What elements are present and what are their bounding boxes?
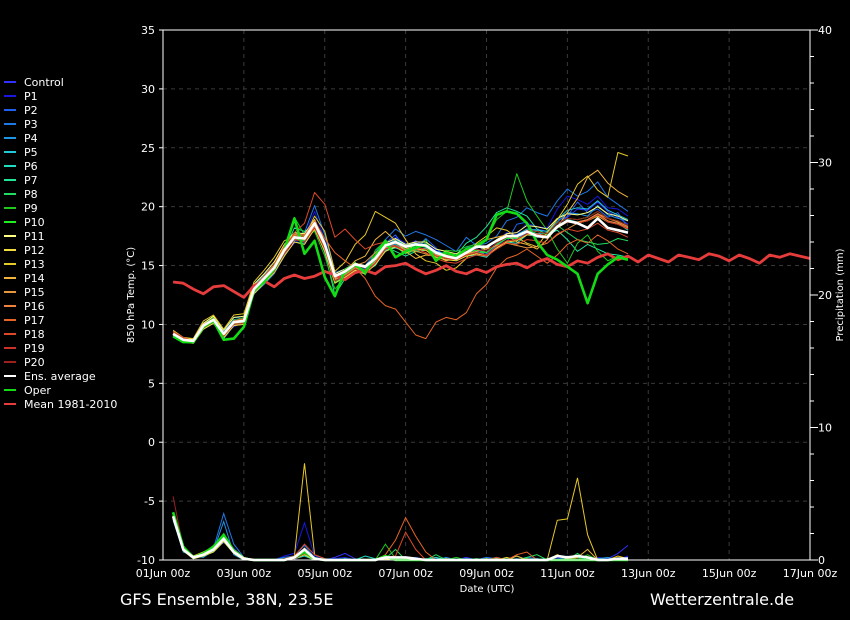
x-tick-label: 11Jun 00z <box>540 567 595 580</box>
chart-title: Athens (GR) 850 hPa Temp. & Precipitatio… <box>159 3 712 22</box>
x-axis-label: Date (UTC) <box>460 584 515 595</box>
y-right-tick-label: 40 <box>818 24 832 37</box>
legend-label-p12: P12 <box>24 244 45 257</box>
y-right-tick-label: 30 <box>818 157 832 170</box>
legend: ControlP1P2P3P4P5P6P7P8P9P10P11P12P13P14… <box>4 76 117 411</box>
footer-brand: Wetterzentrale.de <box>650 590 794 609</box>
legend-label-p17: P17 <box>24 314 45 327</box>
y-axis-right: 40 30 20 10 0 <box>810 24 832 567</box>
y-left-tick-label: 20 <box>141 201 155 214</box>
x-tick-label: 17Jun 00z <box>783 567 838 580</box>
x-tick-label: 13Jun 00z <box>621 567 676 580</box>
y-left-tick-label: -5 <box>144 495 155 508</box>
y-right-tick-label: 10 <box>818 422 832 435</box>
y-left-tick-label: 35 <box>141 24 155 37</box>
legend-label-p7: P7 <box>24 174 38 187</box>
legend-label-ens-average: Ens. average <box>24 370 96 383</box>
legend-label-p13: P13 <box>24 258 45 271</box>
y-left-tick-label: -10 <box>137 554 155 567</box>
legend-label-p9: P9 <box>24 202 38 215</box>
legend-label-p3: P3 <box>24 118 38 131</box>
x-tick-label: 03Jun 00z <box>217 567 272 580</box>
legend-label-p20: P20 <box>24 356 45 369</box>
y-left-tick-label: 25 <box>141 142 155 155</box>
legend-label-p5: P5 <box>24 146 38 159</box>
legend-label-p8: P8 <box>24 188 38 201</box>
temp-line-mean-1981-2010 <box>172 252 811 299</box>
x-axis: 01Jun 00z 03Jun 00z 05Jun 00z 07Jun 00z 09Ju… <box>136 567 838 580</box>
x-tick-label: 05Jun 00z <box>298 567 353 580</box>
legend-label-p2: P2 <box>24 104 38 117</box>
y-left-tick-label: 15 <box>141 260 155 273</box>
y-axis-left-label: 850 hPa Temp. (°C) <box>126 247 137 343</box>
grid <box>162 29 811 561</box>
y-left-tick-label: 0 <box>148 436 155 449</box>
y-left-tick-label: 30 <box>141 83 155 96</box>
legend-label-p14: P14 <box>24 272 45 285</box>
temperature-series <box>172 152 811 344</box>
temp-line-p12 <box>172 215 629 344</box>
y-left-tick-label: 5 <box>148 377 155 390</box>
legend-label-p11: P11 <box>24 230 45 243</box>
legend-label-p15: P15 <box>24 286 45 299</box>
x-tick-label: 01Jun 00z <box>136 567 191 580</box>
x-tick-label: 15Jun 00z <box>702 567 757 580</box>
x-tick-label: 07Jun 00z <box>378 567 433 580</box>
y-axis-right-label: Precipitation (mm) <box>835 248 846 341</box>
precip-line-ens-average <box>171 515 628 562</box>
legend-label-p1: P1 <box>24 90 38 103</box>
legend-label-control: Control <box>24 76 64 89</box>
legend-label-p16: P16 <box>24 300 45 313</box>
legend-label-p19: P19 <box>24 342 45 355</box>
precip-line-p13 <box>172 463 629 561</box>
precip-line-p3 <box>172 511 629 561</box>
y-left-tick-label: 10 <box>141 318 155 331</box>
y-axis-left: 35 30 25 20 15 10 5 0 -5 -10 <box>137 24 163 567</box>
legend-label-oper: Oper <box>24 384 51 397</box>
legend-label-mean-1981-2010: Mean 1981-2010 <box>24 398 117 411</box>
y-right-tick-label: 20 <box>818 289 832 302</box>
legend-label-p6: P6 <box>24 160 38 173</box>
y-right-tick-label: 0 <box>818 554 825 567</box>
footer-source: GFS Ensemble, 38N, 23.5E <box>120 590 333 609</box>
legend-label-p4: P4 <box>24 132 38 145</box>
temp-line-p11 <box>172 206 629 341</box>
precipitation-series <box>171 463 629 562</box>
legend-label-p10: P10 <box>24 216 45 229</box>
temp-line-ens-average <box>172 217 629 343</box>
temp-line-p13 <box>172 152 629 340</box>
x-tick-label: 09Jun 00z <box>459 567 514 580</box>
precip-line-p5 <box>172 513 629 561</box>
legend-label-p18: P18 <box>24 328 45 341</box>
